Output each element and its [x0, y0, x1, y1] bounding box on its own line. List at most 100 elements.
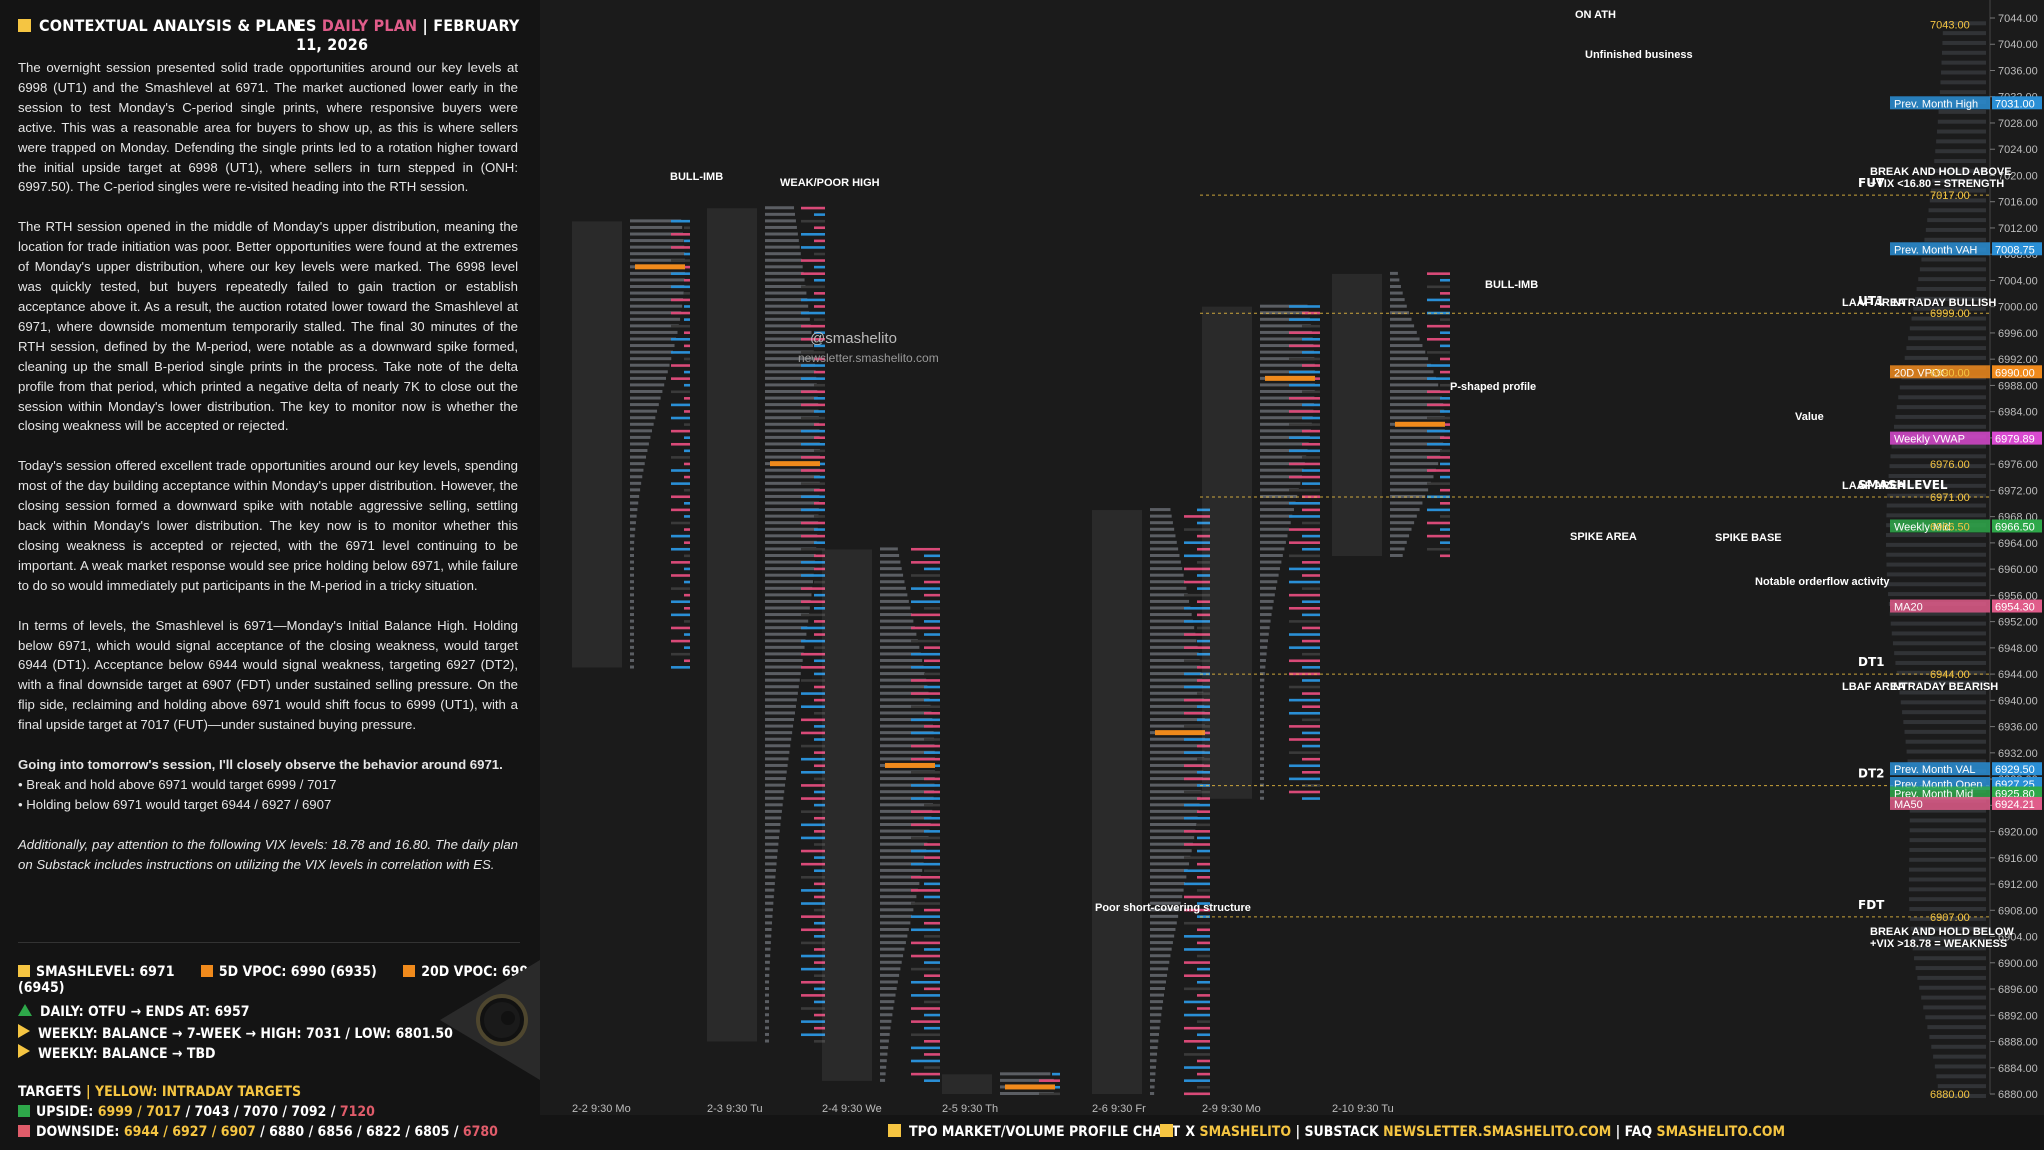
tpo-profile-bar: [1150, 921, 1177, 925]
delta-profile-bar: [1302, 705, 1320, 709]
delta-profile-bar: [801, 547, 825, 551]
delta-profile-bar: [1197, 1020, 1210, 1023]
delta-profile-bar: [801, 731, 825, 735]
tpo-profile-bar: [765, 298, 808, 302]
delta-profile-bar: [1440, 502, 1450, 505]
composite-volume-bar: [1905, 739, 1986, 744]
delta-profile-bar: [814, 921, 825, 925]
tpo-profile-bar: [1150, 744, 1205, 748]
chart-annotation: +VIX <16.80 = STRENGTH: [1870, 178, 2004, 190]
x-link[interactable]: SMASHELITO: [1199, 1124, 1292, 1140]
tpo-profile-bar: [765, 954, 771, 958]
delta-profile-bar: [1184, 738, 1210, 741]
delta-profile-bar: [801, 587, 825, 590]
delta-profile-bar: [911, 1020, 940, 1023]
delta-profile-bar: [801, 679, 825, 682]
legend-weekly-2: WEEKLY: BALANCE → TBD: [18, 1044, 216, 1062]
y-tick-label: 6964.00: [1998, 538, 2038, 550]
tpo-profile-bar: [1150, 698, 1204, 702]
delta-profile-bar: [684, 528, 690, 531]
composite-volume-bar: [1942, 40, 1986, 45]
tpo-profile-bar: [1260, 422, 1312, 426]
triangle-right-icon: [18, 1044, 30, 1058]
delta-profile-bar: [1440, 397, 1450, 400]
delta-profile-bar: [801, 797, 825, 800]
delta-profile-bar: [801, 967, 825, 971]
delta-profile-bar: [924, 948, 940, 951]
delta-profile-bar: [801, 272, 825, 275]
tpo-profile-bar: [1150, 554, 1180, 557]
tpo-profile-bar: [630, 475, 643, 479]
delta-profile-bar: [814, 843, 825, 846]
tpo-profile-bar: [880, 875, 921, 879]
delta-profile-bar: [1440, 488, 1450, 492]
delta-profile-bar: [814, 528, 825, 531]
tpo-profile-bar: [1150, 770, 1204, 774]
tpo-profile-bar: [880, 593, 908, 597]
delta-profile-bar: [1184, 633, 1210, 636]
tpo-profile-bar: [1260, 481, 1301, 485]
delta-profile-bar: [801, 718, 825, 722]
tpo-profile-bar: [880, 921, 911, 925]
tpo-profile-bar: [1150, 973, 1168, 977]
delta-profile-bar: [1302, 429, 1320, 433]
delta-profile-bar: [1440, 331, 1450, 335]
delta-profile-bar: [1440, 554, 1450, 558]
delta-profile-bar: [814, 265, 825, 269]
tpo-profile-bar: [1150, 941, 1173, 945]
tpo-profile-bar: [1150, 619, 1193, 623]
tpo-profile-bar: [1260, 403, 1314, 407]
composite-volume-bar: [1908, 336, 1986, 341]
vpoc-bar: [1005, 1084, 1055, 1090]
delta-profile-bar: [911, 731, 940, 735]
tpo-profile-bar: [1150, 987, 1165, 991]
composite-volume-bar: [1886, 552, 1986, 557]
delta-profile-bar: [1440, 344, 1450, 348]
faq-link[interactable]: SMASHELITO.COM: [1656, 1124, 1786, 1140]
delta-profile-bar: [1427, 351, 1450, 354]
substack-link[interactable]: NEWSLETTER.SMASHELITO.COM: [1383, 1124, 1612, 1140]
tpo-profile-bar: [880, 750, 935, 754]
tpo-profile-bar: [1150, 1078, 1155, 1082]
tpo-profile-bar: [630, 232, 684, 236]
tpo-profile-bar: [880, 967, 901, 971]
vix-note: Additionally, pay attention to the follo…: [18, 836, 518, 872]
delta-profile-bar: [814, 764, 825, 768]
composite-volume-bar: [1914, 296, 1986, 301]
composite-volume-bar: [1887, 483, 1986, 488]
price-tag-label: MA50: [1894, 799, 1923, 811]
composite-volume-bar: [1886, 542, 1986, 547]
composite-volume-bar: [1899, 690, 1986, 695]
y-tick-label: 6956.00: [1998, 590, 2038, 602]
tpo-profile-bar: [630, 481, 642, 485]
delta-profile-bar: [1197, 1072, 1210, 1076]
tpo-profile-bar: [880, 1059, 887, 1063]
delta-profile-bar: [671, 351, 690, 354]
delta-profile-bar: [1184, 1013, 1210, 1017]
delta-profile-bar: [801, 219, 825, 223]
delta-profile-bar: [801, 429, 825, 433]
delta-profile-bar: [911, 1072, 940, 1076]
tpo-profile-bar: [1150, 527, 1175, 531]
delta-profile-bar: [1197, 613, 1210, 617]
tpo-profile-bar: [765, 311, 810, 315]
delta-profile-bar: [1184, 908, 1210, 912]
delta-profile-bar: [1197, 574, 1210, 577]
delta-profile-bar: [814, 633, 825, 636]
downside-square-icon: [18, 1125, 30, 1137]
delta-profile-bar: [801, 705, 825, 709]
delta-profile-bar: [671, 311, 690, 315]
delta-profile-bar: [684, 357, 690, 361]
tpo-profile-bar: [1260, 488, 1299, 492]
tpo-profile-bar: [765, 344, 814, 348]
delta-profile-bar: [814, 213, 825, 216]
delta-profile-bar: [1427, 324, 1450, 328]
tpo-profile-bar: [630, 324, 679, 328]
tpo-profile-bar: [765, 422, 820, 426]
delta-profile-bar: [814, 397, 825, 400]
tpo-profile-bar: [880, 606, 911, 610]
delta-profile-bar: [1289, 554, 1320, 558]
delta-profile-bar: [1289, 423, 1320, 426]
tpo-profile-bar: [1390, 317, 1412, 321]
delta-profile-bar: [684, 515, 690, 518]
